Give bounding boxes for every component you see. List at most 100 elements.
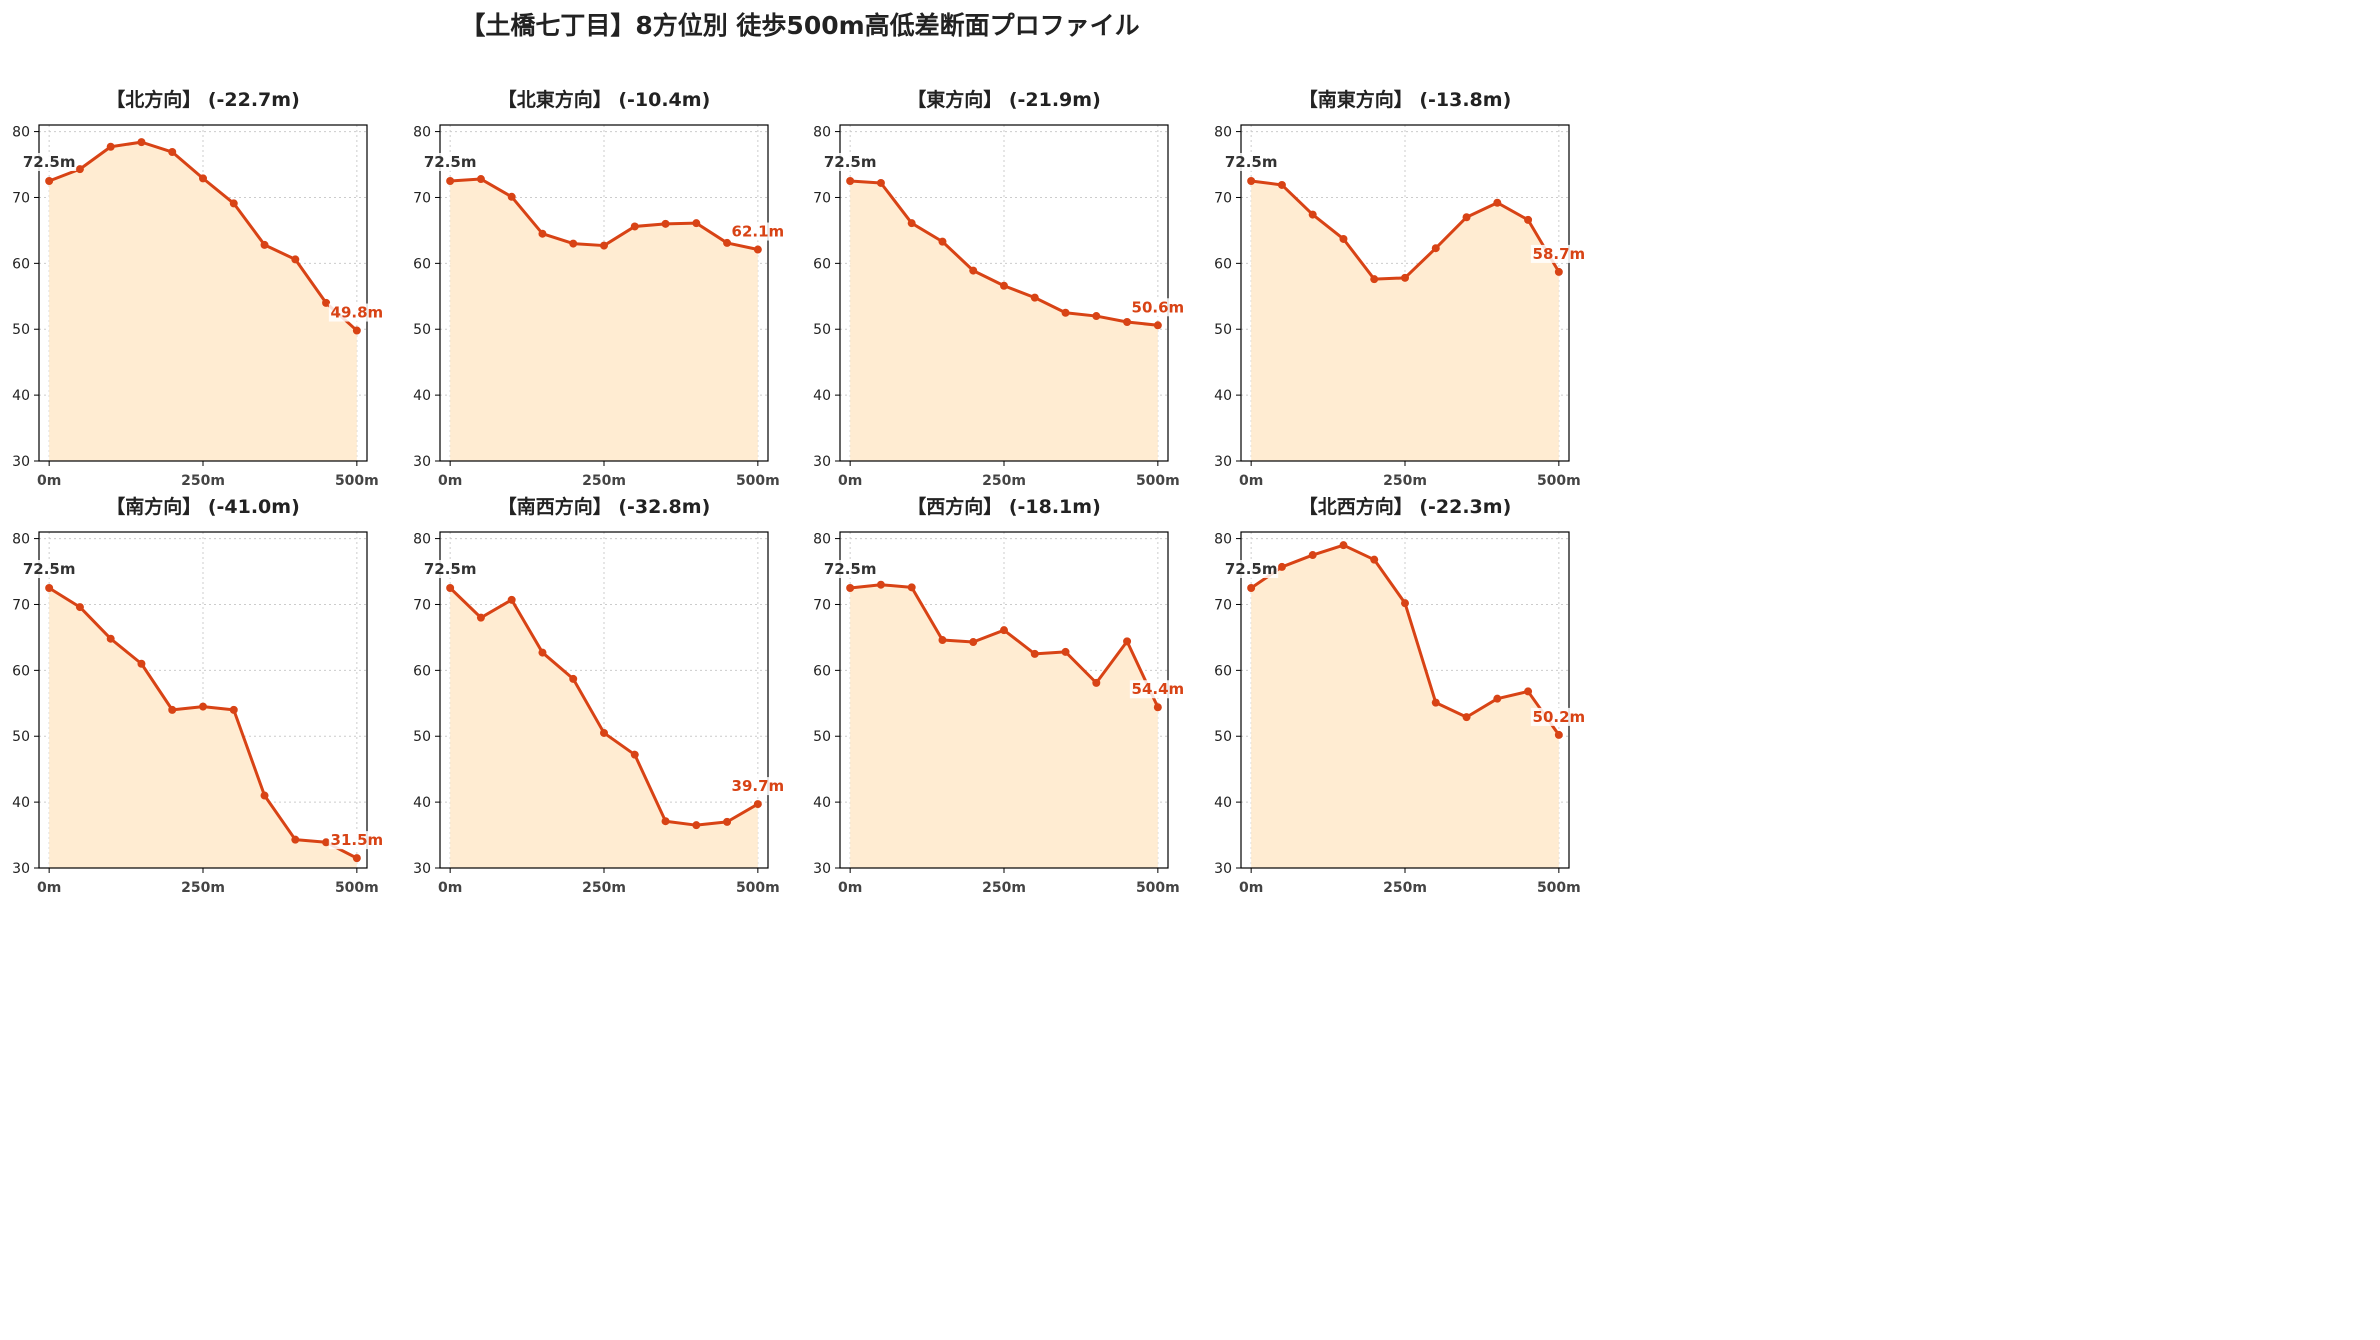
data-point — [692, 821, 701, 830]
data-point — [322, 298, 331, 307]
data-point — [969, 638, 978, 647]
data-point — [1370, 555, 1379, 564]
data-point — [600, 241, 608, 250]
data-point — [1030, 293, 1039, 302]
elevation-area — [450, 588, 758, 868]
data-point — [507, 595, 516, 604]
end-elevation-label: 49.8m — [331, 304, 384, 322]
panel-title: 【東方向】 (-21.9m) — [907, 88, 1101, 111]
y-tick-label: 50 — [413, 322, 431, 338]
elevation-area — [49, 588, 357, 868]
end-label-bg — [1530, 707, 1587, 726]
data-point — [1401, 273, 1409, 282]
data-point — [1493, 198, 1502, 207]
y-tick-label: 60 — [1214, 256, 1232, 272]
y-tick-label: 70 — [813, 597, 831, 613]
chart-panel-2: 30 40 50 60 70 80 0m 250m 500m 【東方向】 (-21.9m) 72.5… — [813, 88, 1186, 489]
y-tick-label: 70 — [1214, 190, 1232, 206]
y-tick-label: 80 — [1214, 125, 1232, 141]
panel-title: 【北方向】 (-22.7m) — [106, 88, 300, 111]
data-point — [1092, 312, 1101, 321]
data-point — [45, 177, 54, 185]
y-tick-label: 50 — [1214, 322, 1232, 338]
x-tick-label: 0m — [37, 473, 61, 489]
x-tick-label: 250m — [982, 473, 1026, 489]
y-tick-label: 60 — [413, 256, 431, 272]
x-tick-label: 0m — [838, 880, 862, 896]
end-label-bg — [328, 303, 385, 322]
elevation-area — [1251, 545, 1559, 868]
elevation-area — [850, 584, 1158, 868]
data-point — [1401, 599, 1409, 608]
data-point — [1247, 177, 1256, 185]
data-point — [1277, 180, 1286, 189]
y-tick-label: 30 — [12, 861, 30, 877]
x-tick-label: 250m — [181, 473, 225, 489]
data-point — [229, 705, 238, 714]
y-tick-label: 70 — [1214, 597, 1232, 613]
data-point — [291, 835, 300, 844]
start-elevation-label: 72.5m — [1225, 153, 1278, 171]
end-label-bg — [729, 777, 786, 796]
data-point — [1123, 637, 1132, 646]
panel-title: 【南方向】 (-41.0m) — [106, 495, 300, 518]
start-label-bg — [423, 560, 478, 578]
data-point — [352, 326, 361, 335]
end-elevation-label: 58.7m — [1533, 245, 1586, 263]
end-label-bg — [328, 831, 385, 850]
data-point — [260, 240, 269, 249]
start-label-bg — [823, 153, 878, 171]
y-tick-label: 40 — [413, 388, 431, 404]
panel-title: 【南東方向】 (-13.8m) — [1299, 88, 1512, 111]
data-point — [1339, 541, 1348, 550]
x-tick-label: 500m — [736, 880, 780, 896]
x-tick-label: 250m — [1383, 880, 1427, 896]
y-tick-label: 30 — [413, 861, 431, 877]
data-point — [569, 239, 578, 248]
y-tick-label: 30 — [1214, 454, 1232, 470]
y-tick-label: 70 — [813, 190, 831, 206]
data-point — [1277, 562, 1286, 571]
data-point — [1308, 551, 1317, 560]
y-tick-label: 80 — [12, 125, 30, 141]
end-elevation-label: 50.2m — [1533, 708, 1586, 726]
data-point — [1123, 317, 1132, 326]
data-point — [1493, 694, 1502, 703]
start-label-bg — [22, 153, 77, 171]
data-point — [692, 219, 701, 228]
data-point — [446, 177, 455, 185]
data-point — [876, 178, 885, 187]
data-point — [876, 580, 885, 589]
start-label-bg — [423, 153, 478, 171]
data-point — [661, 817, 670, 826]
y-tick-label: 40 — [1214, 795, 1232, 811]
data-point — [199, 702, 207, 711]
end-label-bg — [1530, 244, 1587, 263]
y-tick-label: 80 — [813, 532, 831, 548]
end-elevation-label: 50.6m — [1132, 298, 1185, 316]
end-label-bg — [729, 222, 786, 241]
y-tick-label: 60 — [1214, 663, 1232, 679]
y-tick-label: 30 — [413, 454, 431, 470]
data-point — [846, 177, 855, 185]
x-tick-label: 0m — [37, 880, 61, 896]
end-label-bg — [1129, 680, 1186, 699]
chart-panel-6: 30 40 50 60 70 80 0m 250m 500m 【西方向】 (-18.1m) 72.5… — [813, 495, 1186, 896]
data-point — [1524, 687, 1533, 696]
start-elevation-label: 72.5m — [824, 560, 877, 578]
y-tick-label: 50 — [12, 729, 30, 745]
data-point — [45, 584, 54, 592]
data-point — [1431, 698, 1440, 707]
data-point — [753, 800, 762, 809]
start-label-bg — [1224, 153, 1279, 171]
data-point — [1462, 713, 1471, 722]
y-tick-label: 60 — [12, 256, 30, 272]
data-point — [446, 584, 455, 592]
data-point — [723, 238, 732, 247]
data-point — [260, 791, 269, 800]
y-tick-label: 30 — [1214, 861, 1232, 877]
y-tick-label: 50 — [813, 729, 831, 745]
y-tick-label: 50 — [1214, 729, 1232, 745]
y-tick-label: 40 — [1214, 388, 1232, 404]
data-point — [661, 219, 670, 228]
